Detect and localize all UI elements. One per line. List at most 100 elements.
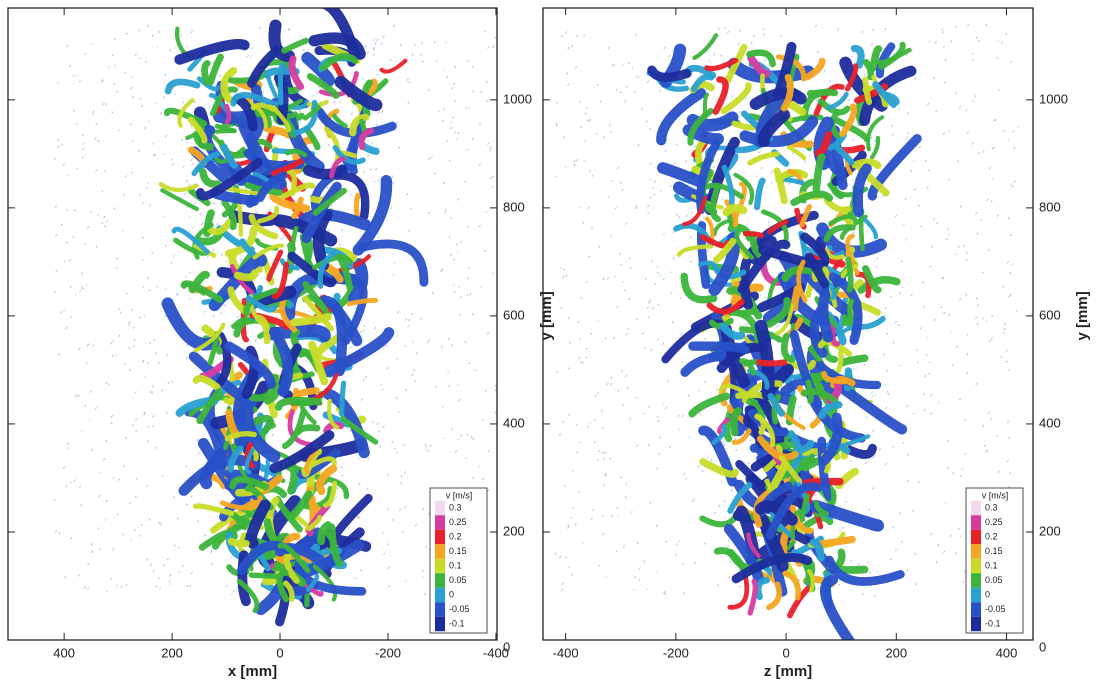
speckle: [175, 93, 177, 95]
speckle: [630, 418, 632, 420]
x-tick-label: 200: [161, 645, 183, 660]
speckle: [116, 267, 118, 269]
speckle: [377, 39, 379, 41]
speckle: [97, 214, 99, 216]
colorbar-tick-label: -0.05: [449, 604, 470, 614]
speckle: [139, 57, 141, 59]
speckle: [272, 434, 274, 436]
speckle: [957, 160, 959, 162]
speckle: [412, 374, 414, 376]
vortex-tube: [854, 48, 861, 65]
speckle: [56, 234, 58, 236]
speckle: [87, 588, 89, 590]
speckle: [165, 135, 167, 137]
speckle: [488, 450, 490, 452]
speckle: [893, 341, 895, 343]
speckle: [564, 485, 566, 487]
speckle: [580, 441, 582, 443]
vortex-tube: [821, 539, 853, 543]
speckle: [588, 256, 590, 258]
speckle: [628, 62, 630, 64]
speckle: [927, 103, 929, 105]
speckle: [658, 420, 660, 422]
vortex-tube: [850, 301, 852, 320]
speckle: [77, 395, 79, 397]
speckle: [976, 37, 978, 39]
speckle: [156, 47, 158, 49]
speckle: [761, 167, 763, 169]
speckle: [920, 327, 922, 329]
speckle: [112, 112, 114, 114]
y-tick-label: 600: [1039, 307, 1061, 322]
speckle: [568, 317, 570, 319]
speckle: [64, 309, 66, 311]
speckle: [943, 133, 945, 135]
speckle: [853, 368, 855, 370]
speckle: [337, 439, 339, 441]
speckle: [901, 260, 903, 262]
speckle: [423, 508, 425, 510]
speckle: [797, 410, 799, 412]
speckle: [486, 100, 488, 102]
speckle: [872, 487, 874, 489]
speckle: [117, 513, 119, 515]
speckle: [895, 549, 897, 551]
speckle: [155, 447, 157, 449]
speckle: [195, 202, 197, 204]
speckle: [852, 56, 854, 58]
speckle: [871, 137, 873, 139]
vortex-tube: [861, 211, 862, 249]
speckle: [947, 440, 949, 442]
speckle: [492, 186, 494, 188]
speckle: [636, 318, 638, 320]
y-tick-label: 800: [1039, 199, 1061, 214]
speckle: [627, 387, 629, 389]
speckle: [126, 584, 128, 586]
speckle: [503, 548, 505, 550]
colorbar-swatch: [435, 515, 445, 530]
speckle: [952, 364, 954, 366]
speckle: [360, 569, 362, 571]
speckle: [465, 341, 467, 343]
speckle: [420, 54, 422, 56]
speckle: [623, 63, 625, 65]
speckle: [117, 585, 119, 587]
colorbar-swatch: [971, 602, 981, 617]
speckle: [147, 277, 149, 279]
speckle: [585, 112, 587, 114]
speckle: [150, 564, 152, 566]
speckle: [777, 325, 779, 327]
speckle: [165, 287, 167, 289]
speckle: [611, 236, 613, 238]
speckle: [935, 41, 937, 43]
speckle: [403, 531, 405, 533]
speckle: [393, 25, 395, 27]
speckle: [802, 149, 804, 151]
speckle: [204, 311, 206, 313]
vortex-tube: [715, 221, 729, 234]
speckle: [1006, 361, 1008, 363]
speckle: [659, 90, 661, 92]
speckle: [922, 281, 924, 283]
speckle: [892, 133, 894, 135]
speckle: [576, 159, 578, 161]
speckle: [748, 462, 750, 464]
speckle: [983, 425, 985, 427]
speckle: [73, 110, 75, 112]
speckle: [438, 110, 440, 112]
speckle: [996, 57, 998, 59]
speckle: [599, 450, 601, 452]
speckle: [950, 331, 952, 333]
speckle: [361, 399, 363, 401]
speckle: [448, 338, 450, 340]
speckle: [467, 294, 469, 296]
speckle: [189, 216, 191, 218]
vortex-tube: [356, 195, 358, 217]
speckle: [129, 502, 131, 504]
speckle: [560, 267, 562, 269]
speckle: [817, 587, 819, 589]
speckle: [1004, 328, 1006, 330]
colorbar-swatch: [435, 544, 445, 559]
speckle: [159, 31, 161, 33]
speckle: [479, 164, 481, 166]
